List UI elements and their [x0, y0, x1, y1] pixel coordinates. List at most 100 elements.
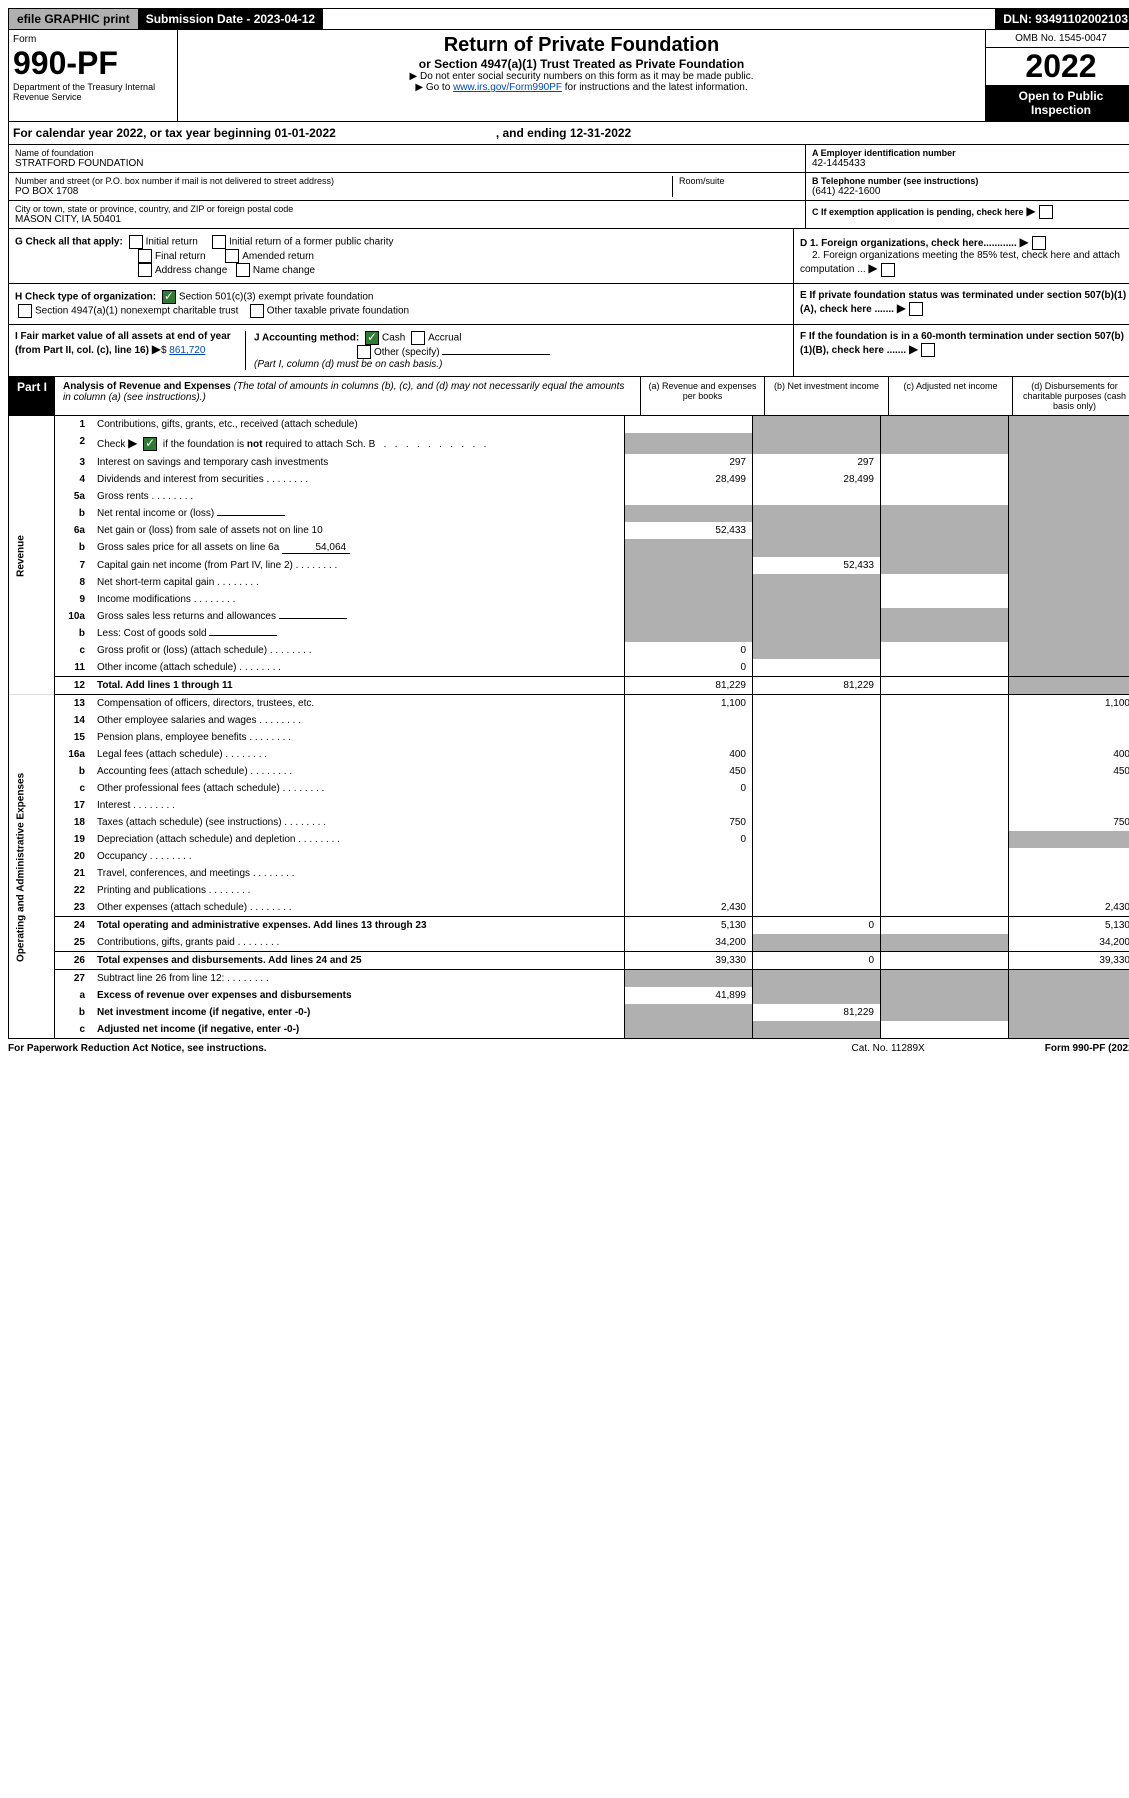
j-accrual-checkbox[interactable] [411, 331, 425, 345]
line-number: 9 [55, 591, 92, 608]
form-label: Form [13, 34, 173, 45]
value-cell-b [753, 625, 881, 642]
table-row: 15Pension plans, employee benefits . . .… [9, 729, 1129, 746]
f-checkbox[interactable] [921, 343, 935, 357]
line-label: Net investment income (if negative, ente… [91, 1004, 625, 1021]
value-cell-d [1009, 416, 1129, 433]
phone-label: B Telephone number (see instructions) [812, 176, 1129, 186]
table-row: 4Dividends and interest from securities … [9, 471, 1129, 488]
line-number: 21 [55, 865, 92, 882]
table-row: 14Other employee salaries and wages . . … [9, 712, 1129, 729]
line-number: 27 [55, 970, 92, 988]
revenue-side-label: Revenue [9, 416, 55, 695]
h-501c3-checkbox[interactable] [162, 290, 176, 304]
value-cell-d [1009, 729, 1129, 746]
value-cell-a [625, 797, 753, 814]
value-cell-a: 81,229 [625, 677, 753, 695]
g-amended-checkbox[interactable] [225, 249, 239, 263]
d2-checkbox[interactable] [881, 263, 895, 277]
value-cell-b: 28,499 [753, 471, 881, 488]
line-number: c [55, 780, 92, 797]
table-row: 12Total. Add lines 1 through 1181,22981,… [9, 677, 1129, 695]
value-cell-a [625, 488, 753, 505]
table-row: 17Interest . . . . . . . . [9, 797, 1129, 814]
line-label: Interest on savings and temporary cash i… [91, 454, 625, 471]
value-cell-d [1009, 970, 1129, 988]
value-cell-a [625, 539, 753, 557]
g-final-checkbox[interactable] [138, 249, 152, 263]
dept-treasury: Department of the Treasury Internal Reve… [13, 82, 173, 102]
value-cell-d [1009, 574, 1129, 591]
value-cell-b [753, 539, 881, 557]
value-cell-d [1009, 557, 1129, 574]
fmv-value[interactable]: 861,720 [169, 345, 205, 356]
part1-header: Part I Analysis of Revenue and Expenses … [8, 377, 1129, 416]
line-number: 24 [55, 917, 92, 935]
value-cell-b [753, 591, 881, 608]
value-cell-b [753, 659, 881, 677]
value-cell-c [881, 780, 1009, 797]
omb-number: OMB No. 1545-0047 [986, 30, 1129, 48]
value-cell-d: 450 [1009, 763, 1129, 780]
col-a-header: (a) Revenue and expenses per books [640, 377, 764, 415]
efile-print-button[interactable]: efile GRAPHIC print [9, 9, 138, 29]
value-cell-c [881, 899, 1009, 917]
g-initial-former-checkbox[interactable] [212, 235, 226, 249]
h-4947-checkbox[interactable] [18, 304, 32, 318]
value-cell-d [1009, 848, 1129, 865]
e-checkbox[interactable] [909, 302, 923, 316]
line-label: Compensation of officers, directors, tru… [91, 695, 625, 713]
room-label: Room/suite [679, 176, 799, 186]
table-row: Operating and Administrative Expenses13C… [9, 695, 1129, 713]
line-number: 1 [55, 416, 92, 433]
table-row: 21Travel, conferences, and meetings . . … [9, 865, 1129, 882]
form-link[interactable]: www.irs.gov/Form990PF [453, 82, 562, 93]
value-cell-a: 41,899 [625, 987, 753, 1004]
value-cell-a: 34,200 [625, 934, 753, 952]
value-cell-b [753, 987, 881, 1004]
j-cash-checkbox[interactable] [365, 331, 379, 345]
value-cell-c [881, 591, 1009, 608]
value-cell-c [881, 987, 1009, 1004]
line-number: 13 [55, 695, 92, 713]
value-cell-d [1009, 488, 1129, 505]
line-number: 5a [55, 488, 92, 505]
value-cell-d [1009, 797, 1129, 814]
value-cell-d [1009, 591, 1129, 608]
value-cell-a: 28,499 [625, 471, 753, 488]
value-cell-c [881, 934, 1009, 952]
value-cell-a [625, 625, 753, 642]
table-row: bAccounting fees (attach schedule) . . .… [9, 763, 1129, 780]
value-cell-c [881, 505, 1009, 522]
value-cell-a [625, 712, 753, 729]
g-name-checkbox[interactable] [236, 263, 250, 277]
value-cell-c [881, 416, 1009, 433]
j-other-checkbox[interactable] [357, 345, 371, 359]
g-addr-checkbox[interactable] [138, 263, 152, 277]
table-row: 25Contributions, gifts, grants paid . . … [9, 934, 1129, 952]
check-section-ij: I Fair market value of all assets at end… [8, 325, 1129, 377]
d1-checkbox[interactable] [1032, 236, 1046, 250]
line-label: Travel, conferences, and meetings . . . … [91, 865, 625, 882]
line-label: Net gain or (loss) from sale of assets n… [91, 522, 625, 539]
value-cell-b [753, 882, 881, 899]
value-cell-b [753, 746, 881, 763]
value-cell-d [1009, 831, 1129, 848]
value-cell-c [881, 865, 1009, 882]
c-checkbox[interactable] [1039, 205, 1053, 219]
value-cell-b [753, 899, 881, 917]
h-other-checkbox[interactable] [250, 304, 264, 318]
table-row: 26Total expenses and disbursements. Add … [9, 952, 1129, 970]
foundation-addr: PO BOX 1708 [15, 186, 672, 197]
g-initial-checkbox[interactable] [129, 235, 143, 249]
sch-b-checkbox[interactable] [143, 437, 157, 451]
value-cell-d: 2,430 [1009, 899, 1129, 917]
line-number: 7 [55, 557, 92, 574]
foundation-city: MASON CITY, IA 50401 [15, 214, 799, 225]
line-label: Adjusted net income (if negative, enter … [91, 1021, 625, 1039]
line-number: 23 [55, 899, 92, 917]
value-cell-a [625, 1004, 753, 1021]
line-label: Gross rents . . . . . . . . [91, 488, 625, 505]
ein-label: A Employer identification number [812, 148, 1129, 158]
instruction-2: ▶ Go to www.irs.gov/Form990PF for instru… [182, 82, 981, 93]
